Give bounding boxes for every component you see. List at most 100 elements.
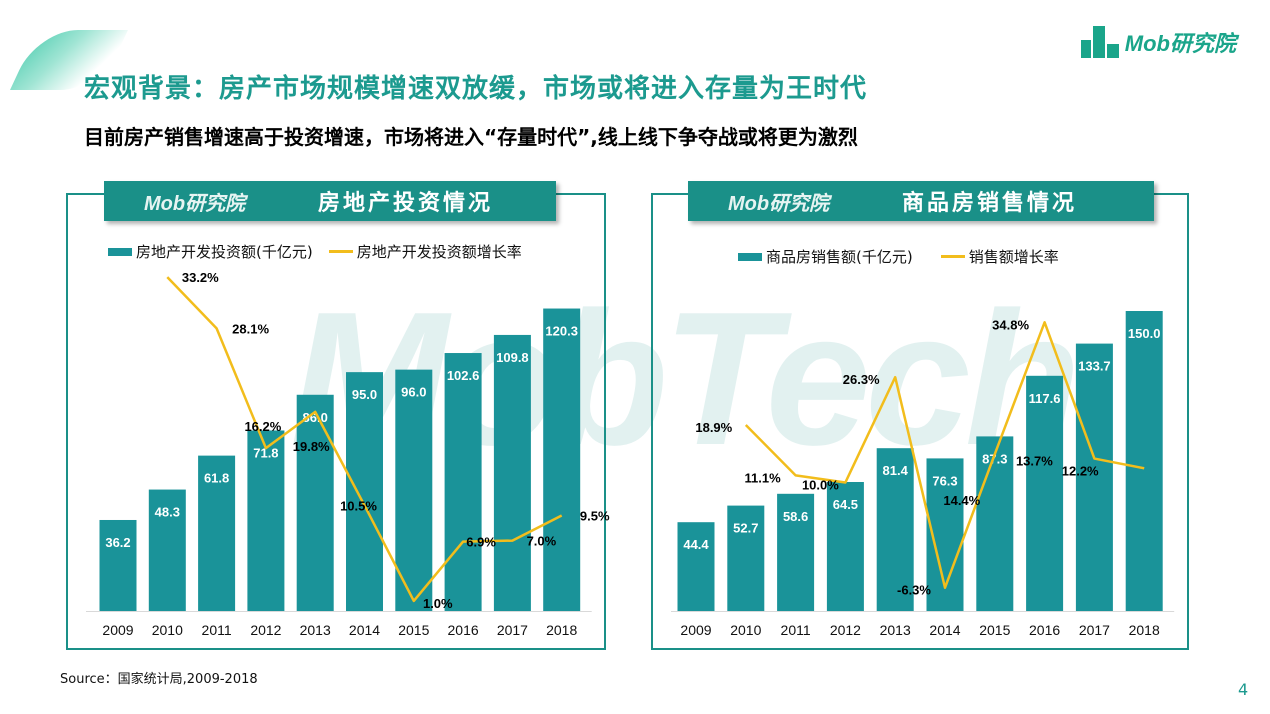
- line-value-label: -6.3%: [897, 583, 931, 598]
- legend-label: 房地产开发投资额增长率: [356, 243, 522, 261]
- line-value-label: 11.1%: [745, 470, 782, 485]
- bar-value-label: 52.7: [733, 521, 758, 536]
- line-value-label: 10.0%: [802, 477, 839, 492]
- x-tick-label: 2012: [250, 622, 281, 638]
- bar-value-label: 87.3: [982, 451, 1007, 466]
- line-value-label: 6.9%: [466, 535, 496, 550]
- bar: [677, 522, 715, 611]
- legend-line-swatch: [940, 255, 965, 258]
- legend: 房地产开发投资额(千亿元) 房地产开发投资额增长率: [108, 241, 522, 262]
- bar: [444, 353, 482, 611]
- source-note: Source：国家统计局,2009-2018: [60, 672, 258, 687]
- bar-value-label: 48.3: [155, 505, 180, 520]
- bar-value-label: 81.4: [883, 463, 909, 478]
- sales-chart: 44.4 2009 52.7 2010 58.6 2011 64.5 2012 81.4 2013…: [671, 311, 1175, 638]
- line-value-label: 14.4%: [943, 493, 980, 508]
- legend-line-swatch: [328, 250, 353, 253]
- x-tick-label: 2016: [1029, 622, 1060, 638]
- x-tick-label: 2010: [152, 622, 183, 638]
- bar: [876, 448, 914, 611]
- bar: [777, 493, 815, 611]
- x-tick-label: 2009: [680, 622, 711, 638]
- line-value-label: 28.1%: [232, 321, 269, 336]
- chart-title: 房地产投资情况: [318, 191, 494, 216]
- bar-value-label: 95.0: [352, 387, 377, 402]
- growth-rate-line: [744, 321, 1145, 589]
- bar: [1026, 375, 1064, 611]
- x-tick-label: 2015: [979, 622, 1010, 638]
- legend-label: 房地产开发投资额(千亿元): [136, 243, 313, 261]
- bar: [346, 372, 383, 611]
- x-tick-label: 2018: [1129, 622, 1160, 638]
- line-value-label: 34.8%: [992, 317, 1029, 332]
- banner-logo: Mob研究院: [144, 192, 246, 215]
- x-tick-label: 2013: [880, 622, 911, 638]
- bar-value-label: 71.8: [253, 445, 278, 460]
- investment-banner: Mob研究院 房地产投资情况: [104, 181, 556, 221]
- legend-bar-swatch: [738, 252, 762, 261]
- x-tick-label: 2016: [448, 622, 479, 638]
- bar-value-label: 102.6: [447, 368, 480, 383]
- x-tick-label: 2012: [830, 622, 861, 638]
- bar-value-label: 76.3: [932, 473, 957, 488]
- bar: [296, 394, 334, 611]
- x-tick-label: 2011: [781, 622, 811, 638]
- line-value-label: 16.2%: [244, 419, 281, 434]
- logo-building-icon: [1080, 26, 1121, 58]
- x-tick-label: 2013: [300, 622, 331, 638]
- bar-value-label: 58.6: [783, 509, 808, 524]
- legend-label: 销售额增长率: [968, 248, 1059, 266]
- banner-logo: Mob研究院: [728, 192, 830, 215]
- sales-banner: Mob研究院 商品房销售情况: [688, 181, 1154, 221]
- bar-value-label: 109.8: [496, 350, 529, 365]
- page-title: 宏观背景：房产市场规模增速双放缓，市场或将进入存量为王时代: [84, 74, 868, 104]
- bar: [543, 308, 581, 611]
- line-value-label: 10.5%: [340, 498, 377, 513]
- x-tick-label: 2009: [102, 622, 133, 638]
- x-tick-label: 2015: [398, 622, 429, 638]
- page-subtitle: 目前房产销售增速高于投资增速，市场将进入“存量时代”,线上线下争夺战或将更为激烈: [84, 125, 858, 149]
- legend-label: 商品房销售额(千亿元): [766, 248, 913, 266]
- bar: [826, 482, 864, 611]
- bar-value-label: 117.6: [1029, 391, 1061, 406]
- x-tick-label: 2017: [497, 622, 528, 638]
- bar: [493, 334, 531, 611]
- bar: [198, 455, 236, 611]
- bar-value-label: 96.0: [401, 385, 426, 400]
- line-value-label: 1.0%: [423, 596, 453, 611]
- legend-bar-swatch: [108, 247, 132, 256]
- x-tick-label: 2010: [730, 622, 761, 638]
- chart-title: 商品房销售情况: [902, 191, 1078, 216]
- line-value-label: 26.3%: [843, 372, 880, 387]
- bar: [148, 489, 186, 611]
- mob-logo: Mob研究院: [1080, 26, 1236, 58]
- x-tick-label: 2014: [349, 622, 380, 638]
- bar: [1125, 311, 1163, 611]
- line-value-label: 9.5%: [580, 508, 610, 523]
- x-tick-label: 2018: [546, 622, 577, 638]
- bar-value-label: 120.3: [545, 324, 578, 339]
- investment-chart: 36.2 2009 48.3 2010 61.8 2011 71.8 2012 86.0 2013…: [86, 270, 610, 638]
- growth-rate-line: [166, 276, 563, 603]
- legend: 商品房销售额(千亿元) 销售额增长率: [738, 246, 1059, 267]
- bar-value-label: 36.2: [105, 535, 130, 550]
- logo-text: Mob研究院: [1124, 31, 1236, 56]
- line-value-label: 18.9%: [695, 420, 732, 435]
- bar-value-label: 86.0: [303, 410, 328, 425]
- bar: [976, 436, 1014, 611]
- bar: [247, 430, 285, 611]
- bar-value-label: 44.4: [683, 537, 709, 552]
- bar: [727, 505, 765, 611]
- bar: [395, 369, 433, 611]
- x-tick-label: 2014: [929, 622, 960, 638]
- bar-value-label: 150.0: [1128, 326, 1161, 341]
- page-number: 4: [1238, 680, 1249, 699]
- bar-value-label: 64.5: [833, 497, 858, 512]
- bar-value-label: 61.8: [204, 471, 229, 486]
- x-tick-label: 2017: [1079, 622, 1110, 638]
- line-value-label: 7.0%: [527, 534, 557, 549]
- bar: [99, 519, 137, 611]
- line-value-label: 13.7%: [1016, 454, 1053, 469]
- bar: [1075, 343, 1113, 611]
- x-tick-label: 2011: [202, 622, 232, 638]
